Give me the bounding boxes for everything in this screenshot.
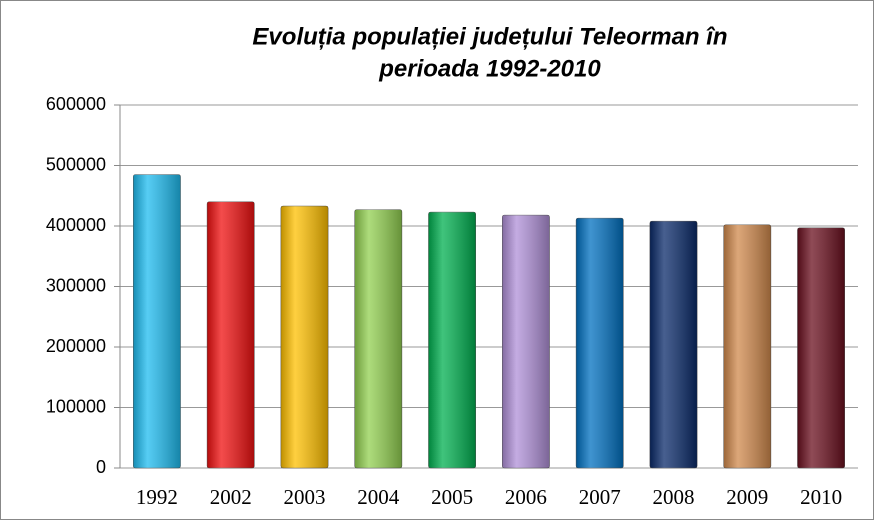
x-tick-label: 2006 [505, 485, 547, 509]
chart-title: Evoluția populației județului Teleorman … [252, 23, 727, 50]
y-tick-label: 600000 [46, 94, 106, 114]
bar-shade [280, 206, 329, 468]
bar-shade [797, 227, 845, 468]
x-tick-label: 2007 [579, 485, 621, 509]
bar-shade [354, 209, 402, 469]
y-tick-label: 400000 [46, 215, 106, 235]
y-tick-label: 500000 [46, 154, 106, 174]
y-tick-label: 0 [96, 457, 106, 477]
y-tick-label: 100000 [46, 396, 106, 416]
x-tick-label: 1992 [136, 485, 178, 509]
bar-shade [133, 174, 181, 468]
y-tick-label: 300000 [46, 275, 106, 295]
x-tick-label: 2002 [210, 485, 252, 509]
y-tick-label: 200000 [46, 336, 106, 356]
x-tick-label: 2004 [357, 485, 400, 509]
bar-shade [576, 218, 624, 468]
bar-shade [723, 224, 771, 468]
x-tick-label: 2008 [653, 485, 695, 509]
x-tick-label: 2010 [800, 485, 842, 509]
bar-shade [207, 201, 255, 469]
x-tick-label: 2009 [726, 485, 768, 509]
chart-title: perioada 1992-2010 [378, 55, 601, 82]
bar-shade [502, 215, 550, 468]
x-tick-label: 2003 [284, 485, 326, 509]
bar-shade [649, 221, 698, 468]
x-tick-label: 2005 [431, 485, 473, 509]
bar-shade [428, 212, 476, 468]
